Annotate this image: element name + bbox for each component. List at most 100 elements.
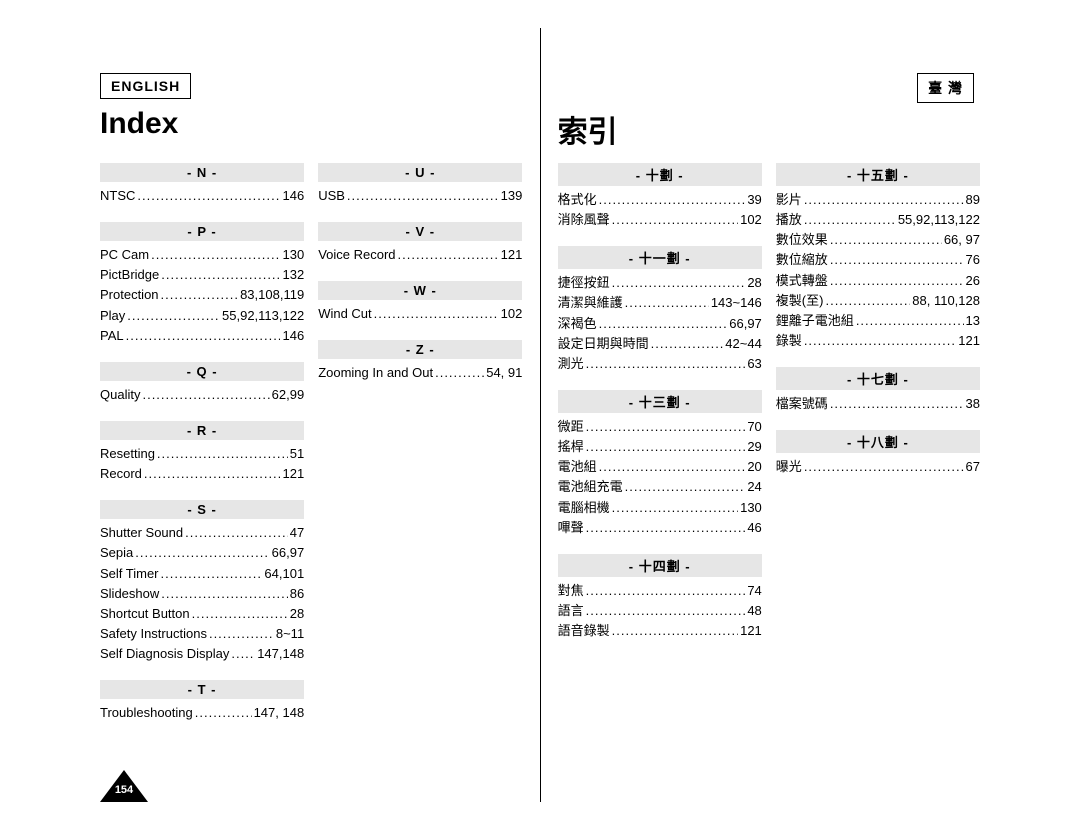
index-section: - 十七劃 - 檔案號碼 38 [776, 367, 980, 414]
entry-pages: 121 [958, 331, 980, 351]
leader-dots [599, 457, 746, 473]
index-entry: Resetting51 [100, 444, 304, 464]
entry-term: 格式化 [558, 190, 597, 210]
leader-dots [161, 564, 263, 580]
entry-term: 曝光 [776, 457, 802, 477]
leader-dots [612, 498, 738, 514]
entry-term: 消除風聲 [558, 210, 610, 230]
entry-term: Zooming In and Out [318, 363, 433, 383]
section-heading: - S - [100, 500, 304, 519]
leader-dots [586, 581, 746, 597]
entry-term: 數位效果 [776, 230, 828, 250]
index-section: - W -Wind Cut102 [318, 281, 522, 324]
entry-term: USB [318, 186, 345, 206]
index-entry: Self Timer64,101 [100, 564, 304, 584]
leader-dots [651, 334, 724, 350]
index-entry: 數位縮放76 [776, 250, 980, 270]
entry-term: Shortcut Button [100, 604, 190, 624]
index-section: - N -NTSC146 [100, 163, 304, 206]
entry-term: 清潔與維護 [558, 293, 623, 313]
leader-dots [830, 394, 964, 410]
index-section: - R -Resetting51Record121 [100, 421, 304, 484]
entry-pages: 51 [290, 444, 304, 464]
entry-pages: 39 [747, 190, 761, 210]
entry-pages: 28 [290, 604, 304, 624]
entry-term: 錄製 [776, 331, 802, 351]
entry-term: Safety Instructions [100, 624, 207, 644]
leader-dots [127, 306, 220, 322]
right-columns: - 十劃 -格式化39消除風聲102- 十一劃 -捷徑按鈕28清潔與維護143~… [558, 163, 980, 762]
leader-dots [625, 477, 746, 493]
leader-dots [825, 291, 910, 307]
index-entry: PictBridge132 [100, 265, 304, 285]
index-section: - 十劃 -格式化39消除風聲102 [558, 163, 762, 230]
section-heading: - Z - [318, 340, 522, 359]
entry-term: 搖桿 [558, 437, 584, 457]
index-section: - U -USB139 [318, 163, 522, 206]
entry-pages: 28 [747, 273, 761, 293]
entry-term: 嗶聲 [558, 518, 584, 538]
leader-dots [435, 363, 484, 379]
entry-term: Slideshow [100, 584, 159, 604]
index-entry: Play55,92,113,122 [100, 306, 304, 326]
leader-dots [612, 621, 738, 637]
index-entry: Wind Cut102 [318, 304, 522, 324]
index-entry: Voice Record121 [318, 245, 522, 265]
leader-dots [612, 210, 738, 226]
entry-term: Wind Cut [318, 304, 371, 324]
leader-dots [137, 186, 280, 202]
entry-term: 檔案號碼 [776, 394, 828, 414]
lang-label-taiwan: 臺 灣 [917, 73, 974, 103]
leader-dots [126, 326, 281, 342]
entry-pages: 102 [740, 210, 762, 230]
index-entry: Record121 [100, 464, 304, 484]
entry-pages: 121 [740, 621, 762, 641]
entry-term: Shutter Sound [100, 523, 183, 543]
index-entry: 嗶聲46 [558, 518, 762, 538]
entry-term: Self Diagnosis Display [100, 644, 229, 664]
entry-pages: 121 [282, 464, 304, 484]
entry-term: 測光 [558, 354, 584, 374]
entry-pages: 83,108,119 [240, 285, 304, 305]
entry-term: 捷徑按鈕 [558, 273, 610, 293]
leader-dots [142, 385, 269, 401]
index-entry: 檔案號碼 38 [776, 394, 980, 414]
entry-pages: 86 [290, 584, 304, 604]
entry-pages: 54, 91 [486, 363, 522, 383]
index-entry: PC Cam130 [100, 245, 304, 265]
leader-dots [144, 464, 281, 480]
index-entry: Quality62,99 [100, 385, 304, 405]
leader-dots [161, 584, 287, 600]
entry-pages: 20 [747, 457, 761, 477]
index-section: - 十一劃 -捷徑按鈕28清潔與維護143~146深褐色66,97設定日期與時間… [558, 246, 762, 374]
entry-term: Protection [100, 285, 159, 305]
index-entry: 播放55,92,113,122 [776, 210, 980, 230]
lang-row-right: 臺 灣 [558, 73, 980, 103]
leader-dots [599, 190, 746, 206]
index-section: - Q -Quality62,99 [100, 362, 304, 405]
lang-label-english: ENGLISH [100, 73, 191, 99]
index-section: - S -Shutter Sound47Sepia66,97Self Timer… [100, 500, 304, 664]
leader-dots [185, 523, 288, 539]
entry-term: PC Cam [100, 245, 149, 265]
index-page: ENGLISH Index - N -NTSC146- P -PC Cam130… [100, 28, 980, 802]
section-heading: - 十七劃 - [776, 367, 980, 390]
entry-pages: 38 [966, 394, 980, 414]
entry-term: Self Timer [100, 564, 159, 584]
index-entry: 複製(至)88, 110,128 [776, 291, 980, 311]
leader-dots [830, 230, 942, 246]
index-section: - 十三劃 -微距70搖桿29電池組20電池組充電24電腦相機130嗶聲46 [558, 390, 762, 538]
entry-pages: 146 [282, 326, 304, 346]
entry-term: 影片 [776, 190, 802, 210]
leader-dots [231, 644, 255, 660]
entry-pages: 67 [966, 457, 980, 477]
leader-dots [135, 543, 269, 559]
entry-pages: 66, 97 [944, 230, 980, 250]
index-entry: 電池組20 [558, 457, 762, 477]
leader-dots [586, 518, 746, 534]
entry-term: 播放 [776, 210, 802, 230]
index-section: - 十八劃 -曝光67 [776, 430, 980, 477]
title-left: Index [100, 107, 522, 141]
entry-term: Voice Record [318, 245, 395, 265]
leader-dots [586, 601, 746, 617]
